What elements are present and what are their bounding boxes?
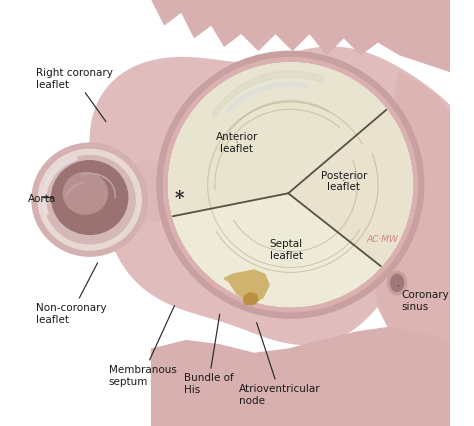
Ellipse shape — [52, 161, 128, 235]
Text: Membranous
septum: Membranous septum — [109, 306, 177, 386]
Polygon shape — [152, 0, 450, 72]
Ellipse shape — [38, 150, 141, 250]
Polygon shape — [169, 64, 412, 307]
Polygon shape — [288, 111, 412, 267]
Polygon shape — [244, 293, 258, 305]
Ellipse shape — [44, 156, 135, 245]
Polygon shape — [90, 48, 474, 345]
Ellipse shape — [164, 59, 418, 312]
Ellipse shape — [64, 173, 108, 215]
Ellipse shape — [388, 272, 407, 295]
Text: Non-coronary
leaflet: Non-coronary leaflet — [36, 263, 107, 324]
Text: AC·MW: AC·MW — [366, 234, 398, 243]
Polygon shape — [169, 64, 386, 307]
Text: Coronary
sinus: Coronary sinus — [398, 286, 449, 311]
Text: Aorta: Aorta — [28, 193, 56, 203]
Polygon shape — [173, 111, 412, 307]
Polygon shape — [224, 271, 269, 302]
Polygon shape — [374, 72, 450, 383]
Polygon shape — [152, 328, 450, 426]
Text: Atrioventricular
node: Atrioventricular node — [239, 323, 321, 405]
Ellipse shape — [169, 64, 412, 307]
Polygon shape — [224, 271, 269, 302]
Text: Bundle of
His: Bundle of His — [183, 314, 233, 394]
Text: Septal
leaflet: Septal leaflet — [270, 239, 303, 260]
Text: *: * — [174, 189, 184, 207]
Text: Posterior
leaflet: Posterior leaflet — [320, 170, 367, 192]
Polygon shape — [169, 64, 386, 217]
Text: Right coronary
leaflet: Right coronary leaflet — [36, 68, 113, 122]
Polygon shape — [105, 162, 216, 222]
Polygon shape — [173, 111, 412, 307]
Ellipse shape — [157, 52, 424, 319]
Ellipse shape — [391, 275, 403, 292]
Text: Anterior
leaflet: Anterior leaflet — [216, 132, 258, 153]
Ellipse shape — [32, 144, 147, 256]
